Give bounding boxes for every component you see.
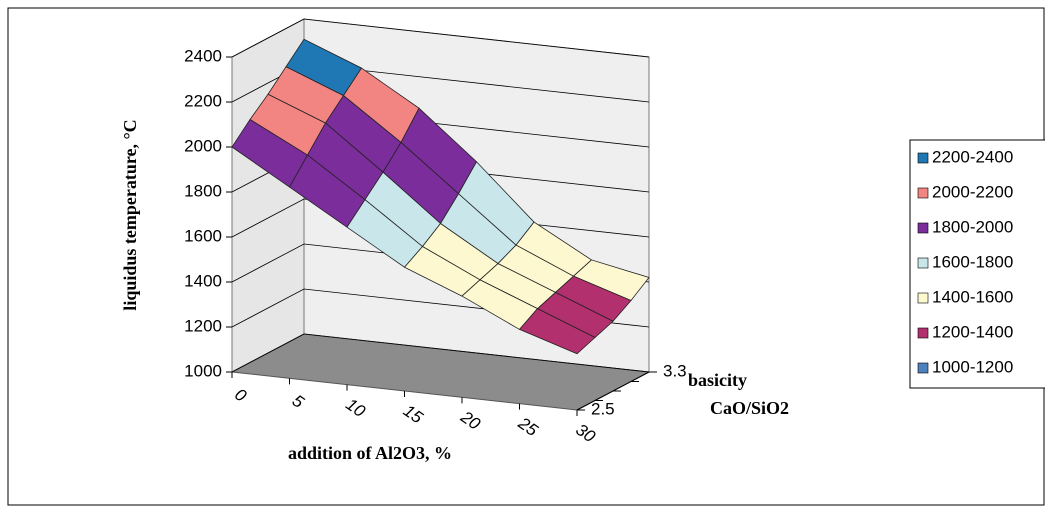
legend-label: 1000-1200 (932, 357, 1013, 376)
x-axis-title: addition of Al2O3, % (288, 443, 452, 463)
legend-swatch (917, 292, 929, 304)
y-tick-label: 1800 (184, 181, 222, 200)
legend-swatch (917, 257, 929, 269)
grid-line (231, 18, 650, 58)
y-tick-label: 1400 (184, 271, 222, 290)
y-tick-label: 2000 (184, 136, 222, 155)
legend (909, 139, 1045, 389)
legend-swatch (917, 222, 929, 234)
legend-label: 1400-1600 (932, 287, 1013, 306)
legend-label: 1200-1400 (932, 322, 1013, 341)
y-axis-title: liquidus temperature, °C (120, 119, 140, 310)
legend-label: 1800-2000 (932, 217, 1013, 236)
grid-line (231, 333, 650, 373)
legend-entries: 2200-2400 2000-2200 1800-2000 1600-1800 1400… (917, 147, 1013, 376)
y-tick-label: 1200 (184, 316, 222, 335)
legend-label: 1600-1800 (932, 252, 1013, 271)
legend-label: 2200-2400 (932, 147, 1013, 166)
y-tick-label: 1600 (184, 226, 222, 245)
depth-tick-label: 2.5 (591, 399, 615, 418)
surface (231, 38, 650, 355)
depth-axis-title: basicity (688, 370, 747, 390)
legend-swatch (917, 362, 929, 374)
legend-swatch (917, 187, 929, 199)
legend-label: 2000-2200 (932, 182, 1013, 201)
y-tick-label: 2400 (184, 46, 222, 65)
legend-swatch (917, 327, 929, 339)
depth-tick-label: 3.3 (663, 361, 687, 380)
y-tick-label: 2200 (184, 91, 222, 110)
surface-cell (518, 308, 596, 355)
y-tick-label: 1000 (184, 361, 222, 380)
depth-axis-title: CaO/SiO2 (710, 398, 789, 418)
legend-swatch (917, 152, 929, 164)
